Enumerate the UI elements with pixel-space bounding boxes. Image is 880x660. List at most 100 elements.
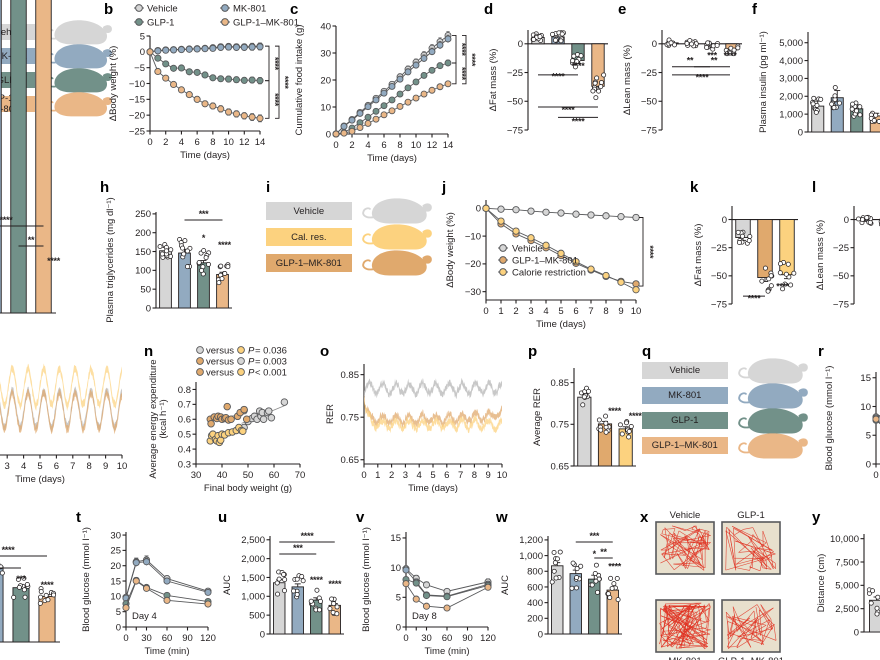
data-point: [207, 419, 215, 428]
svg-text:6: 6: [194, 137, 199, 148]
data-point: [444, 35, 452, 43]
data-point: [615, 597, 621, 603]
svg-text:P: P: [248, 345, 255, 356]
legend-swatch: [237, 346, 245, 354]
data-point: [589, 582, 595, 588]
data-point: [586, 388, 591, 394]
svg-text:400: 400: [527, 598, 543, 609]
data-point: [177, 86, 185, 94]
data-point: [603, 429, 609, 435]
data-point: [422, 591, 431, 600]
svg-text:Distance (cm): Distance (cm): [816, 554, 827, 613]
svg-text:6: 6: [444, 470, 449, 481]
trace-band: [364, 377, 502, 399]
svg-text:1: 1: [498, 306, 503, 317]
svg-text:****: ****: [218, 240, 232, 250]
data-point: [402, 580, 410, 588]
svg-text:0: 0: [652, 39, 657, 50]
svg-text:7,500: 7,500: [835, 557, 859, 568]
data-point: [223, 402, 231, 411]
data-point: [609, 585, 615, 591]
svg-text:****: ****: [776, 281, 790, 291]
data-point: [857, 104, 863, 110]
svg-text:0: 0: [844, 215, 849, 226]
data-point: [569, 585, 575, 591]
data-point: [24, 582, 30, 587]
data-point: [204, 588, 212, 596]
svg-text:8: 8: [603, 306, 608, 317]
data-point: [420, 54, 428, 62]
data-point: [282, 577, 288, 583]
data-point: [868, 600, 874, 606]
data-point: [225, 75, 233, 83]
data-point: [788, 282, 794, 288]
svg-text:2: 2: [389, 470, 394, 481]
data-point: [37, 600, 43, 606]
svg-text:30: 30: [110, 530, 121, 541]
data-point: [412, 579, 420, 587]
svg-text:****: ****: [457, 67, 467, 81]
data-point: [874, 611, 880, 617]
data-point: [593, 562, 599, 568]
svg-text:Blood glucose (mmol l⁻¹): Blood glucose (mmol l⁻¹): [824, 366, 835, 471]
data-point: [587, 265, 595, 273]
svg-text:Time (days): Time (days): [408, 483, 458, 494]
svg-text:2,500: 2,500: [835, 604, 859, 615]
svg-text:**: **: [711, 55, 718, 65]
data-point: [275, 591, 281, 597]
data-point: [380, 102, 388, 110]
data-point: [837, 100, 842, 106]
mouse-silhouette-icon: [361, 250, 432, 276]
svg-text:60: 60: [269, 470, 280, 481]
svg-text:0: 0: [798, 127, 803, 138]
data-point: [578, 563, 584, 569]
svg-text:2: 2: [513, 306, 518, 317]
svg-text:****: ****: [608, 562, 622, 572]
data-point: [768, 273, 774, 279]
svg-text:****: ****: [467, 53, 477, 67]
data-point: [870, 588, 876, 594]
data-point: [531, 37, 537, 42]
data-point: [570, 560, 576, 566]
data-point: [590, 88, 596, 94]
data-point: [299, 574, 305, 579]
data-point: [596, 417, 602, 423]
bar: [197, 262, 210, 309]
data-point: [574, 566, 580, 572]
data-point: [811, 95, 817, 101]
svg-text:−25: −25: [641, 68, 657, 79]
svg-text:5,000: 5,000: [835, 581, 859, 592]
data-point: [605, 591, 611, 597]
trace-band: [0, 388, 122, 435]
group-label: MK-801: [668, 390, 702, 401]
svg-text:20: 20: [110, 561, 121, 572]
data-point: [248, 76, 256, 84]
svg-text:50: 50: [243, 470, 254, 481]
data-point: [875, 594, 880, 600]
svg-text:0.75: 0.75: [551, 420, 570, 431]
svg-text:Plasma triglycerides (mg dl⁻¹): Plasma triglycerides (mg dl⁻¹): [105, 197, 116, 322]
data-point: [43, 592, 49, 598]
group-label: Vehicle: [293, 205, 325, 217]
group-color-swatch: Vehicle: [266, 202, 352, 220]
trace-band: [0, 363, 122, 411]
svg-text:30: 30: [320, 48, 331, 59]
legend-label: GLP-1–MK-801: [512, 255, 578, 266]
data-point: [871, 117, 877, 123]
mouse-silhouette-icon: [737, 357, 808, 384]
data-point: [15, 576, 21, 582]
svg-text:Time (days): Time (days): [15, 474, 65, 485]
panel-j-label: j: [442, 179, 447, 196]
panel-l: 0 −25 −50 −75 ΔLean mass (%): [812, 178, 880, 336]
svg-text:8: 8: [210, 137, 215, 148]
data-point: [180, 245, 186, 251]
svg-text:****: ****: [552, 71, 566, 81]
svg-text:10: 10: [223, 137, 234, 148]
panel-u: 0 500 1,000 1,500 2,000 2,500 AUC **** *** **** **…: [218, 508, 350, 658]
svg-text:5: 5: [430, 470, 435, 481]
panel-y-label: y: [812, 509, 821, 526]
panel-o: 0.65 0.75 0.85 0 1 2 3 4 5 6 7 8 9 10 Time (days) RER: [320, 342, 515, 497]
data-point: [632, 286, 640, 294]
svg-text:2,500: 2,500: [241, 535, 265, 546]
data-point: [22, 594, 28, 600]
